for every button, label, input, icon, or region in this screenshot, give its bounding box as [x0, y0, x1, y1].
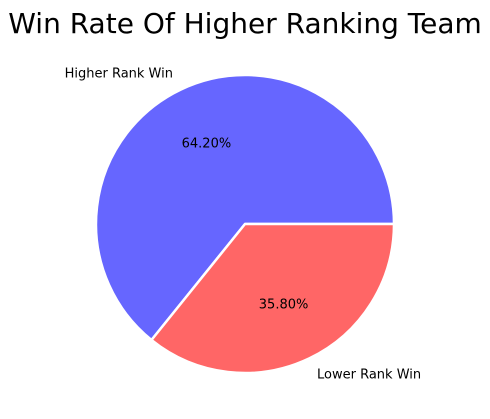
chart-title: Win Rate Of Higher Ranking Team: [8, 7, 482, 40]
pie-slice-2: [150, 222, 396, 375]
slice-label-2: Lower Rank Win: [317, 368, 421, 383]
slice-label-1: Higher Rank Win: [65, 66, 173, 81]
slice-percent-label-2: 35.80%: [259, 298, 309, 313]
pie-slice-1: [94, 73, 396, 342]
slice-percent-label-1: 64.20%: [182, 136, 232, 151]
